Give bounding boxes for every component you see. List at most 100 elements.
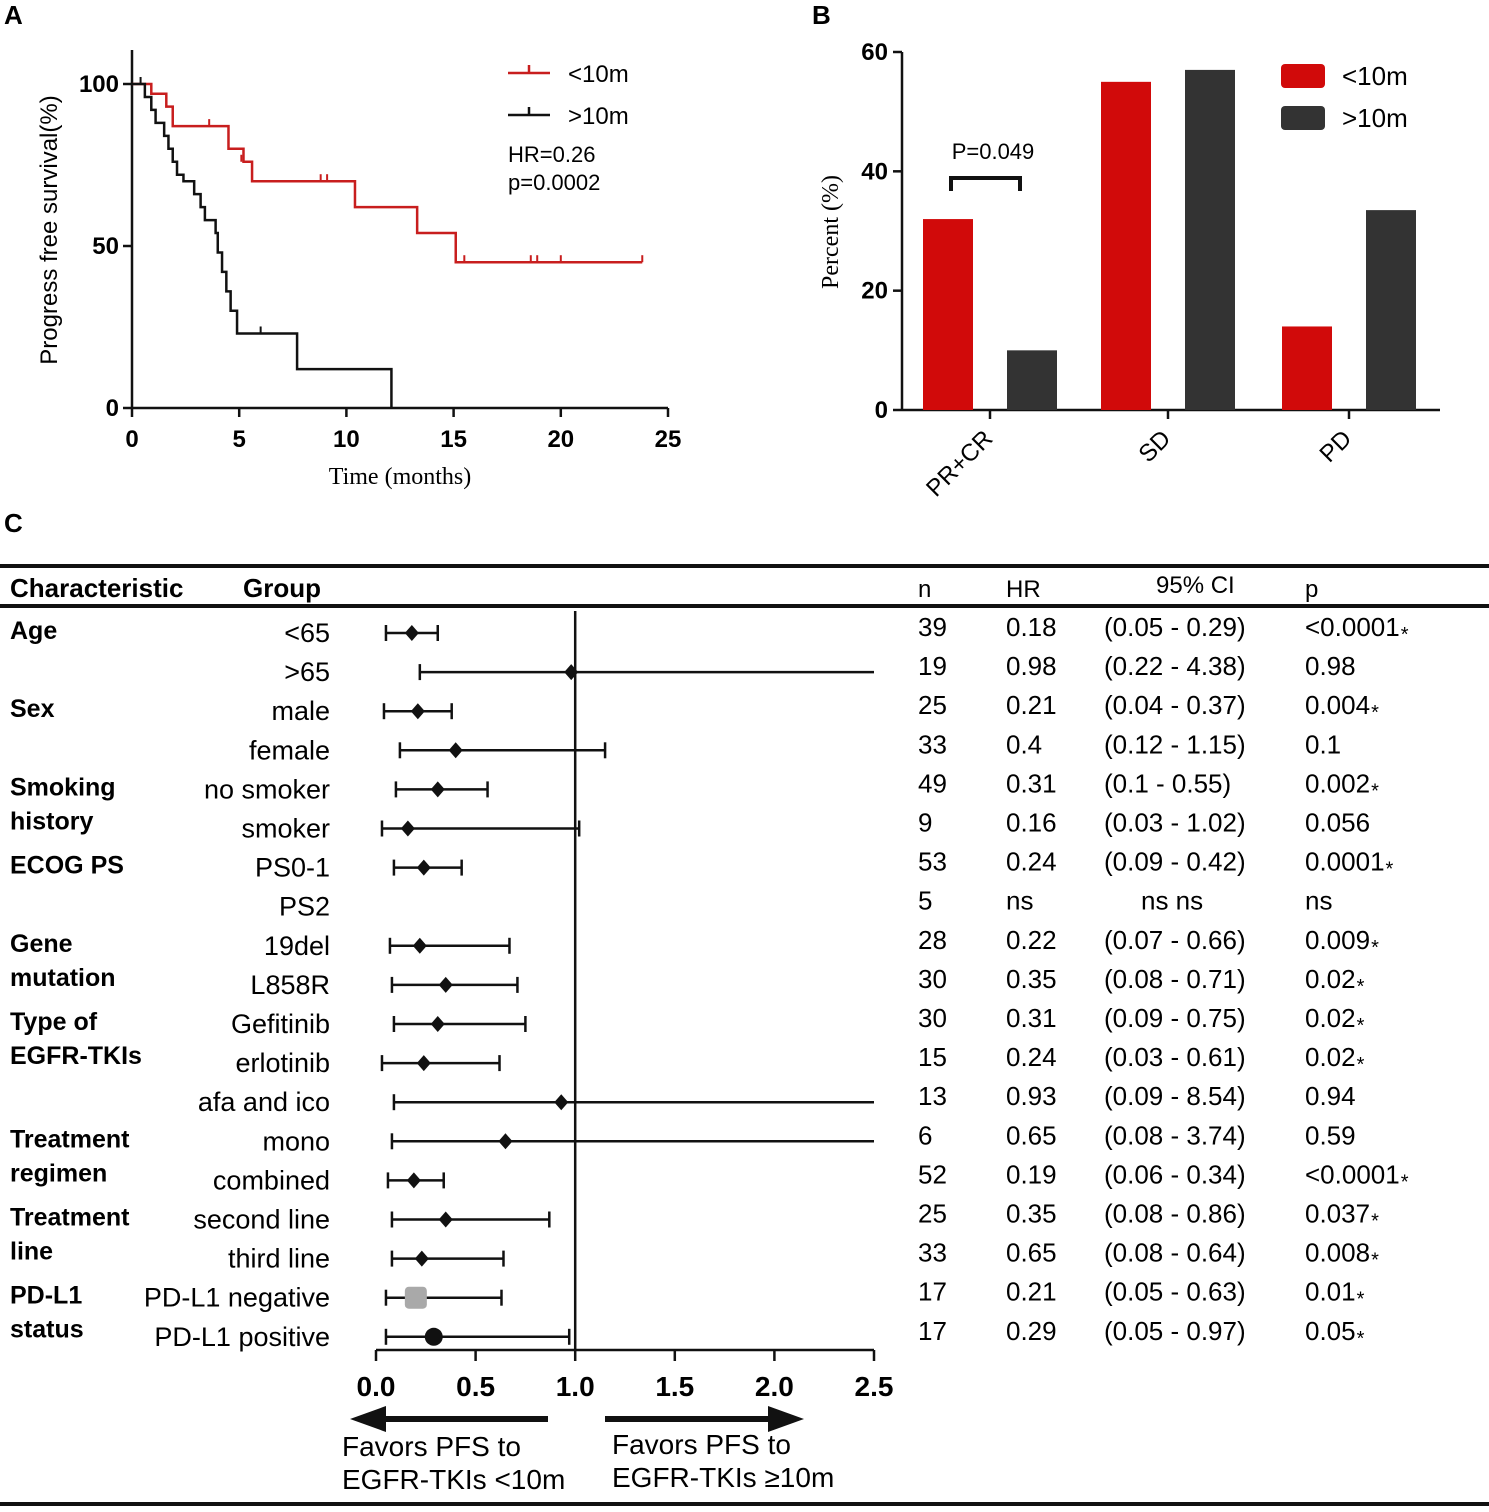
km-y-axis-label: Progress free survival(%)	[36, 95, 63, 364]
forest-significance-mark: *	[1371, 702, 1379, 724]
forest-significance-mark: *	[1401, 1171, 1409, 1193]
forest-p-value: 0.94	[1305, 1081, 1356, 1111]
forest-characteristic-label: line	[10, 1238, 53, 1266]
forest-significance-mark: *	[1357, 1289, 1365, 1311]
forest-ci-value: (0.07 - 0.66)	[1104, 925, 1246, 955]
forest-significance-mark: *	[1371, 1250, 1379, 1272]
bar-y-tick-label: 20	[861, 278, 888, 305]
forest-hr-value: 0.65	[1006, 1120, 1057, 1150]
km-x-tick-label: 10	[333, 426, 360, 453]
forest-p-value: 0.002	[1305, 768, 1370, 798]
forest-p-value: 0.1	[1305, 729, 1341, 759]
bar-category-label: SD	[1134, 425, 1177, 468]
forest-hr-value: 0.98	[1006, 651, 1057, 681]
forest-characteristic-label: regimen	[10, 1159, 107, 1187]
forest-point-estimate	[416, 859, 431, 876]
forest-ci-value: (0.22 - 4.38)	[1104, 651, 1246, 681]
forest-hr-value: 0.21	[1006, 1277, 1057, 1307]
forest-n-value: 25	[918, 690, 947, 720]
forest-p-value: 0.02	[1305, 1042, 1356, 1072]
forest-ci-value: (0.09 - 0.75)	[1104, 1003, 1246, 1033]
forest-x-tick-label: 0.5	[456, 1371, 495, 1402]
forest-point-estimate	[438, 1211, 453, 1228]
bar-pr-cr-lt10m	[923, 219, 973, 410]
forest-point-estimate	[438, 976, 453, 993]
forest-group-label: male	[271, 696, 330, 726]
forest-x-tick-label: 2.5	[855, 1371, 894, 1402]
forest-characteristic-label: ECOG PS	[10, 852, 124, 880]
forest-p-value: 0.056	[1305, 808, 1370, 838]
forest-ci-value: (0.05 - 0.97)	[1104, 1316, 1246, 1346]
forest-significance-mark: *	[1386, 859, 1394, 881]
forest-x-tick-label: 0.0	[357, 1371, 396, 1402]
forest-point-estimate	[554, 1094, 569, 1111]
panel-label-b: B	[812, 0, 831, 30]
forest-significance-mark: *	[1371, 1211, 1379, 1233]
forest-significance-mark: *	[1357, 1015, 1365, 1037]
km-y-tick-label: 50	[92, 233, 119, 260]
bar-pd-gt10m	[1366, 210, 1416, 410]
forest-n-value: 49	[918, 768, 947, 798]
forest-n-value: 39	[918, 612, 947, 642]
forest-significance-mark: *	[1371, 937, 1379, 959]
forest-hr-value: 0.35	[1006, 1199, 1057, 1229]
forest-n-value: 13	[918, 1081, 947, 1111]
forest-group-label: Gefitinib	[231, 1009, 330, 1039]
forest-p-value: <0.0001	[1305, 1159, 1400, 1189]
forest-ci-value: (0.08 - 3.74)	[1104, 1120, 1246, 1150]
forest-characteristic-label: Sex	[10, 695, 55, 723]
forest-n-value: 19	[918, 651, 947, 681]
forest-point-estimate	[416, 1055, 431, 1072]
forest-point-estimate	[410, 703, 425, 720]
forest-header-ci: 95% CI	[1156, 572, 1235, 599]
forest-ci-value: (0.04 - 0.37)	[1104, 690, 1246, 720]
forest-point-estimate	[564, 664, 579, 681]
forest-hr-value: 0.24	[1006, 847, 1057, 877]
forest-significance-mark: *	[1357, 1328, 1365, 1350]
forest-characteristic-label: Treatment	[10, 1204, 130, 1232]
forest-significance-mark: *	[1357, 976, 1365, 998]
forest-header-n: n	[918, 576, 931, 603]
forest-group-label: second line	[193, 1205, 330, 1235]
forest-n-value: 28	[918, 925, 947, 955]
favor-left-label: EGFR-TKIs <10m	[342, 1464, 565, 1495]
bar-sd-lt10m	[1101, 81, 1151, 410]
forest-p-value: <0.0001	[1305, 612, 1400, 642]
forest-ci-value: (0.06 - 0.34)	[1104, 1159, 1246, 1189]
forest-ci-value: ns ns	[1141, 886, 1203, 916]
km-x-tick-label: 15	[440, 426, 467, 453]
forest-p-value: 0.02	[1305, 1003, 1356, 1033]
km-x-tick-label: 20	[547, 426, 574, 453]
forest-point-estimate	[430, 781, 445, 798]
favor-right-label: Favors PFS to	[612, 1429, 791, 1460]
forest-x-tick-label: 1.5	[655, 1371, 694, 1402]
forest-p-value: 0.009	[1305, 925, 1370, 955]
km-p-annotation: p=0.0002	[508, 170, 600, 195]
forest-p-value: 0.59	[1305, 1120, 1356, 1150]
forest-group-label: >65	[284, 657, 330, 687]
forest-n-value: 53	[918, 847, 947, 877]
forest-hr-value: 0.31	[1006, 768, 1057, 798]
km-legend-label: <10m	[568, 61, 629, 88]
forest-hr-value: 0.21	[1006, 690, 1057, 720]
bar-category-label: PD	[1315, 425, 1358, 468]
forest-characteristic-label: Type of	[10, 1008, 98, 1036]
forest-n-value: 25	[918, 1199, 947, 1229]
forest-p-value: 0.01	[1305, 1277, 1356, 1307]
km-x-axis-label: Time (months)	[329, 464, 471, 490]
forest-n-value: 52	[918, 1159, 947, 1189]
forest-hr-value: 0.19	[1006, 1159, 1057, 1189]
km-y-tick-label: 0	[106, 395, 119, 422]
km-curve-gt10m	[132, 82, 393, 408]
forest-ci-value: (0.09 - 0.42)	[1104, 847, 1246, 877]
forest-characteristic-label: PD-L1	[10, 1282, 82, 1310]
forest-ci-value: (0.05 - 0.29)	[1104, 612, 1246, 642]
km-y-tick-label: 100	[79, 71, 119, 98]
forest-characteristic-label: status	[10, 1316, 84, 1344]
forest-characteristic-label: mutation	[10, 964, 116, 992]
forest-significance-mark: *	[1401, 624, 1409, 646]
forest-n-value: 6	[918, 1120, 932, 1150]
forest-ci-value: (0.08 - 0.64)	[1104, 1238, 1246, 1268]
forest-group-label: erlotinib	[235, 1048, 330, 1078]
favor-right-label: EGFR-TKIs ≥10m	[612, 1462, 834, 1493]
